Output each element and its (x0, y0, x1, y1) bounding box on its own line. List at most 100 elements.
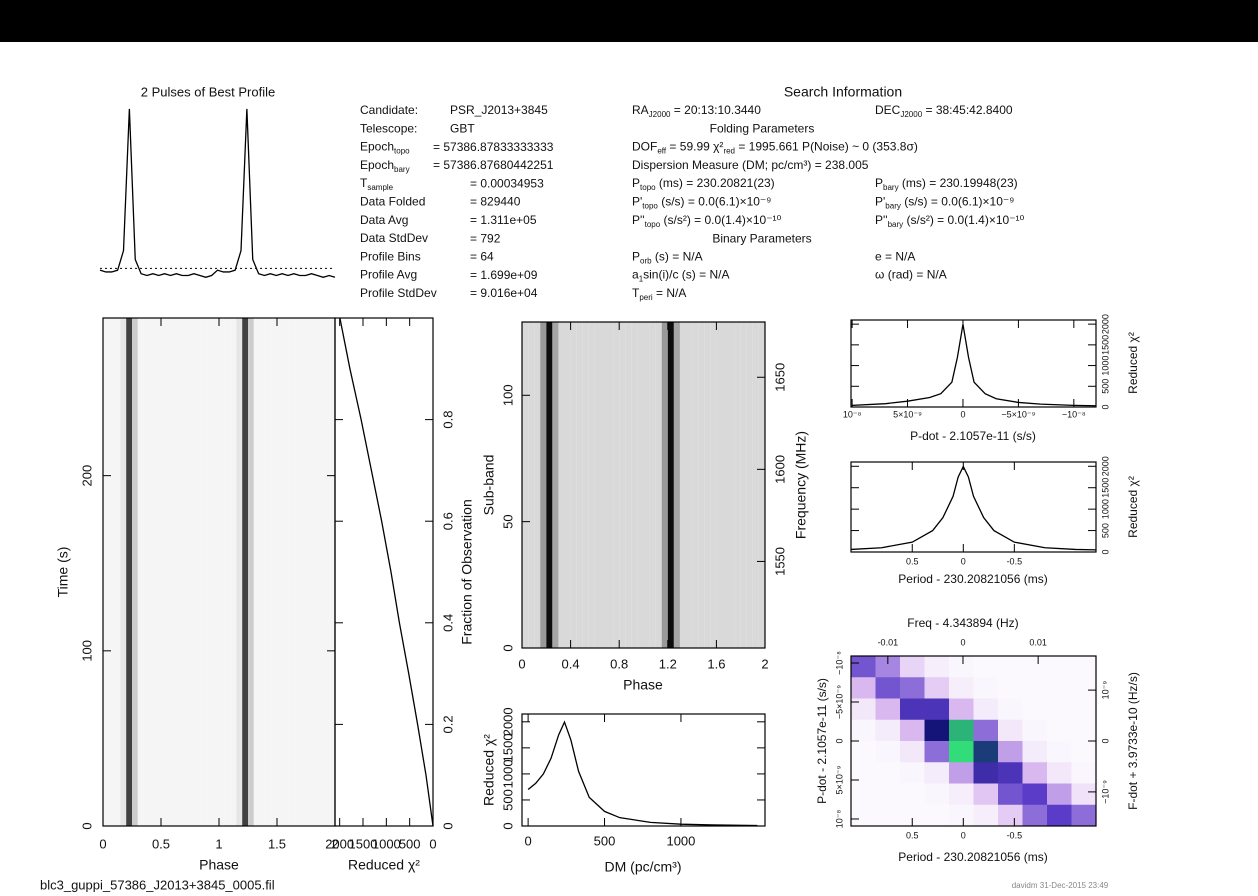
x-tick-label: 0 (524, 833, 531, 848)
y-tick-label: −10⁻⁹ (1100, 780, 1110, 804)
x-tick-label: 0 (961, 830, 966, 840)
frame (334, 317, 434, 827)
time-stamp: davidm 31-Dec-2015 23:49 (1012, 881, 1109, 890)
info-row: Porb (s) = N/A (632, 250, 703, 266)
density-cell (851, 783, 876, 806)
y-tick-label: 1000 (1100, 356, 1110, 376)
subscript: topo (640, 183, 656, 192)
density-cell (875, 719, 901, 742)
subscript: bary (883, 183, 899, 192)
intensity-column (582, 322, 589, 648)
info-text: P (632, 176, 640, 190)
density-cell (1047, 677, 1072, 699)
intensity-column (631, 322, 638, 648)
subscript: topo (394, 147, 410, 156)
y-tick-label: 1500 (1100, 335, 1110, 355)
intensity-column (600, 322, 608, 648)
info-value: = 9.016e+04 (470, 286, 538, 300)
y-tick-label: 0 (1100, 738, 1110, 743)
info-row: Dispersion Measure (DM; pc/cm³) = 238.00… (632, 158, 869, 172)
density-cell (875, 783, 901, 806)
x-tick-label: 0 (960, 409, 965, 419)
file-name: blc3_guppi_57386_J2013+3845_0005.fil (40, 877, 275, 892)
density-cell (973, 719, 999, 742)
x-tick-label: 0.5 (906, 830, 919, 840)
intensity-column (143, 318, 150, 826)
density-cell (949, 719, 974, 742)
density-cell (875, 762, 901, 784)
x-tick-label: 1 (215, 836, 222, 851)
density-cell (900, 741, 925, 763)
y-tick-label: 50 (500, 514, 515, 528)
intensity-column (120, 318, 127, 826)
info-text: T (632, 286, 640, 300)
frame (521, 321, 766, 649)
info-text: sin(i)/c (s) = N/A (643, 268, 729, 282)
axis-label: Sub-band (481, 455, 497, 516)
y-tick-label: 1500 (1100, 478, 1110, 498)
info-label: Candidate: (360, 103, 418, 117)
info-text: Epoch (360, 140, 394, 154)
intensity-column (710, 322, 717, 648)
info-value: GBT (450, 121, 475, 135)
density-cell (998, 656, 1023, 678)
density-cell (973, 698, 999, 721)
intensity-column (323, 318, 330, 826)
info-row: P'topo (s/s) = 0.0(6.1)×10⁻⁹ (632, 195, 771, 211)
info-value: = 1.311e+05 (470, 213, 537, 227)
intensity-column (540, 322, 547, 648)
y-tick-label: 0 (1100, 404, 1110, 409)
y-tick-label: 0 (440, 822, 455, 829)
info-value: = 57386.87680442251 (433, 158, 554, 172)
intensity-column (704, 322, 711, 648)
y-tick-label: 200 (79, 465, 94, 487)
axis-label: Period - 230.20821056 (ms) (898, 572, 1047, 586)
intensity-column (558, 322, 565, 648)
intensity-column (329, 318, 335, 826)
x2-tick-label: 0.01 (1029, 637, 1047, 647)
x-tick-label: 0 (961, 556, 966, 566)
x2-tick-label: -0.01 (878, 637, 899, 647)
density-cell (875, 656, 901, 678)
y-tick-label: 0.6 (440, 512, 455, 530)
intensity-column (271, 318, 277, 826)
density-cell (851, 677, 876, 699)
info-text: (s/s) = 0.0(6.1)×10⁻⁹ (901, 195, 1015, 209)
intensity-column (534, 322, 541, 648)
intensity-column (132, 318, 138, 826)
info-text: P' (632, 195, 642, 209)
density-cell (973, 804, 999, 827)
density-cell (998, 783, 1023, 806)
x-tick-label: 1000 (372, 836, 401, 851)
density-cell (998, 804, 1023, 827)
x-tick-label: 0.8 (610, 656, 628, 671)
info-row: DECJ2000 = 38:45:42.8400 (875, 103, 1013, 119)
axis-label: Fraction of Observation (459, 499, 475, 645)
intensity-column (213, 318, 219, 826)
info-text: P'' (632, 213, 645, 227)
curve (99, 108, 336, 278)
info-row: Ptopo (ms) = 230.20821(23) (632, 176, 775, 192)
info-text: Candidate: (360, 103, 418, 117)
density-cell (924, 698, 950, 721)
density-cell (1022, 698, 1048, 721)
density-cell (973, 656, 999, 678)
info-text: Epoch (360, 158, 394, 172)
x-tick-label: 1500 (349, 836, 378, 851)
intensity-column (294, 318, 301, 826)
info-text: (ms) = 230.20821(23) (656, 176, 775, 190)
density-cell (851, 698, 876, 721)
density-cell (1047, 719, 1072, 742)
info-text: P'' (875, 213, 888, 227)
y-tick-label: 1500 (500, 733, 515, 762)
y-tick-label: 2000 (500, 707, 515, 736)
intensity-column (300, 318, 306, 826)
intensity-column (728, 322, 735, 648)
chart-title: 2 Pulses of Best Profile (141, 84, 275, 99)
density-cell (949, 762, 974, 784)
info-row: a1sin(i)/c (s) = N/A (632, 268, 729, 284)
intensity-column (613, 322, 620, 648)
density-cell (998, 698, 1023, 721)
info-label: Profile Bins (360, 250, 421, 264)
intensity-column (317, 318, 324, 826)
